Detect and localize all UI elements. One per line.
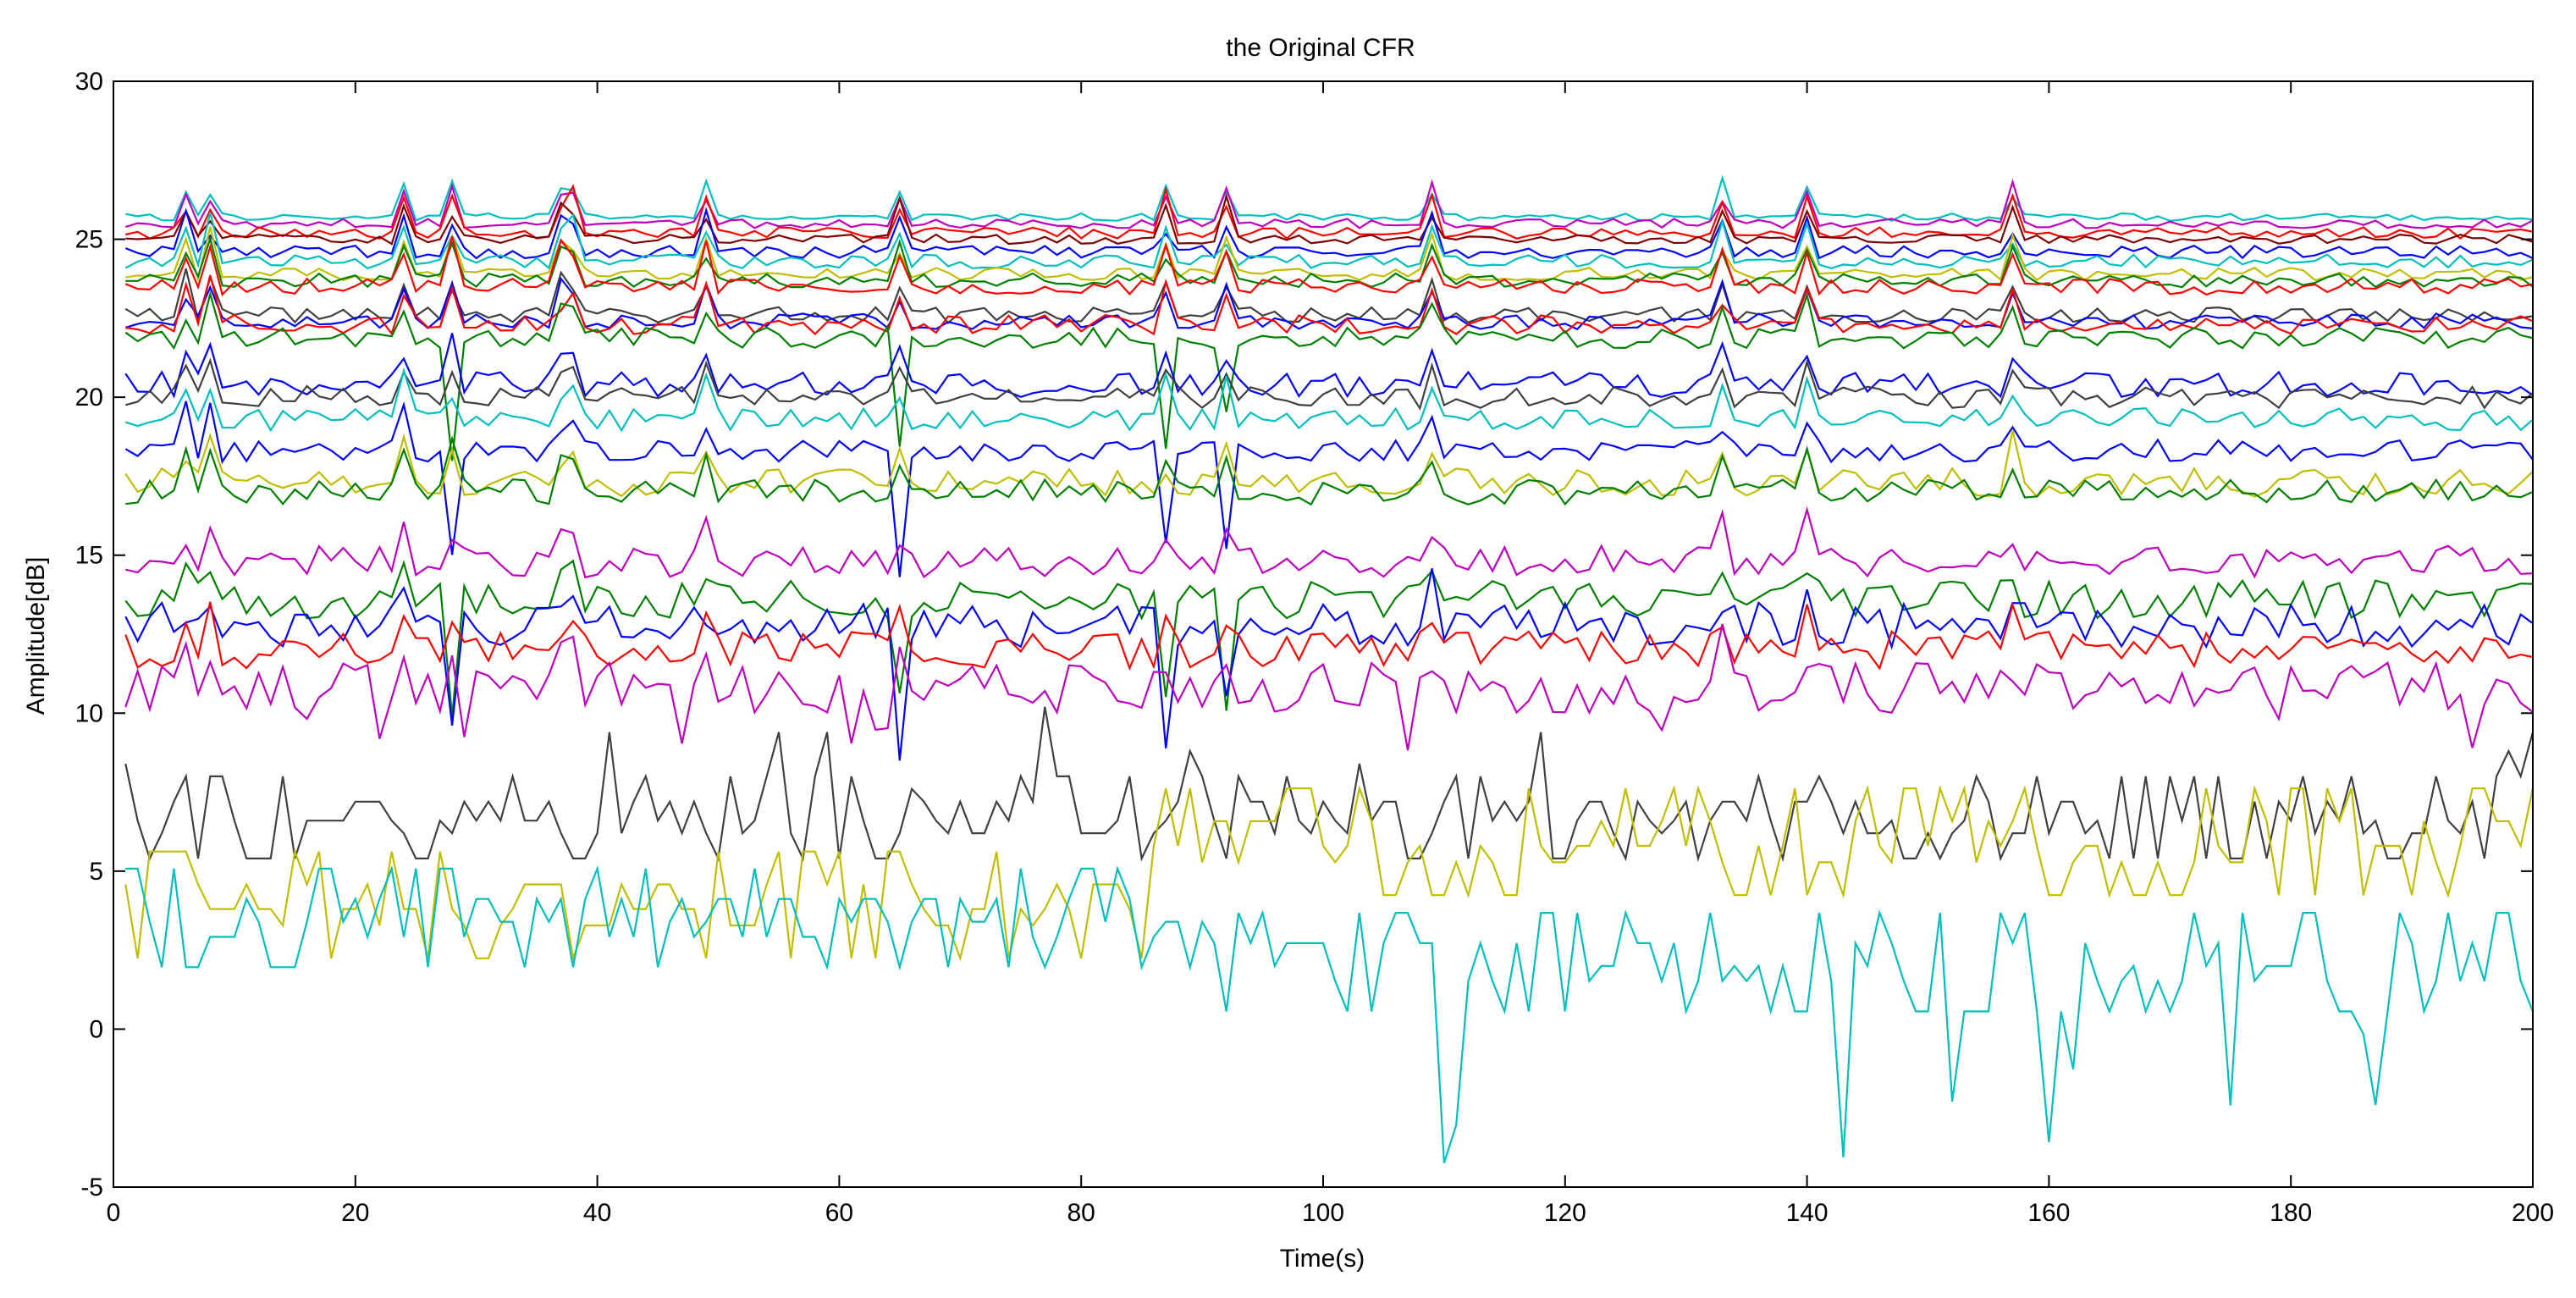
x-tick-label: 120	[1544, 1199, 1586, 1227]
x-axis-label: Time(s)	[1280, 1245, 1365, 1273]
series-line-s9	[124, 235, 2534, 297]
x-tick-label: 60	[825, 1199, 853, 1227]
series-line-s14	[124, 333, 2534, 399]
series-line-s6	[124, 212, 2534, 270]
x-axis: 0 20 40 60 80 100 120 140 160 180 200	[107, 81, 2554, 1227]
series-line-s1	[125, 174, 2534, 223]
series-line-s11	[124, 276, 2534, 331]
series-line-s25	[124, 706, 2535, 863]
series-line-s3	[125, 184, 2534, 240]
series-line-s22	[124, 568, 2534, 761]
chart-title: the Original CFR	[1226, 34, 1415, 62]
y-tick-label: -5	[80, 1174, 103, 1201]
y-tick-label: 30	[75, 68, 103, 96]
y-tick-label: 20	[75, 384, 103, 411]
series-line-s17	[124, 400, 2534, 577]
series-line-s7	[125, 226, 2534, 283]
series-line-s18	[124, 429, 2534, 499]
x-tick-label: 160	[2027, 1199, 2070, 1227]
x-tick-label: 180	[2270, 1199, 2312, 1227]
series-line-s13	[124, 290, 2534, 461]
plot-area	[124, 174, 2535, 1163]
y-tick-label: 5	[89, 858, 103, 886]
series-line-s19	[125, 435, 2534, 506]
y-tick-label: 15	[75, 542, 103, 570]
y-axis-label: Amplitude[dB]	[22, 557, 50, 715]
y-tick-label: 25	[75, 226, 103, 254]
series-line-s12	[125, 274, 2534, 336]
series-line-s15	[125, 357, 2534, 411]
x-tick-label: 100	[1302, 1199, 1344, 1227]
x-tick-label: 0	[107, 1199, 121, 1227]
x-tick-label: 80	[1067, 1199, 1095, 1227]
x-tick-label: 140	[1786, 1199, 1829, 1227]
series-line-s24	[124, 623, 2534, 751]
x-tick-label: 40	[583, 1199, 611, 1227]
series-line-s21	[124, 559, 2534, 717]
series-line-s27	[125, 864, 2535, 1163]
series-line-s2	[124, 178, 2534, 229]
series-line-s26	[124, 784, 2535, 963]
series-line-s20	[125, 505, 2534, 579]
y-axis: -5 0 5 10 15 20 25 30	[75, 68, 2533, 1201]
series-line-s5	[124, 207, 2534, 260]
series-line-s16	[124, 367, 2534, 433]
series-line-s23	[124, 601, 2534, 671]
series-line-s8	[125, 235, 2534, 289]
x-tick-label: 20	[341, 1199, 369, 1227]
y-tick-label: 0	[89, 1015, 103, 1043]
y-tick-label: 10	[75, 699, 103, 727]
x-tick-label: 200	[2512, 1199, 2554, 1227]
series-line-s4	[125, 192, 2534, 246]
